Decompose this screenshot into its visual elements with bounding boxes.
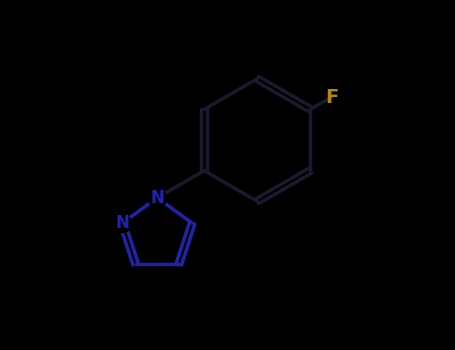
Text: N: N bbox=[150, 189, 164, 207]
Text: F: F bbox=[325, 88, 338, 107]
Text: N: N bbox=[115, 214, 129, 232]
